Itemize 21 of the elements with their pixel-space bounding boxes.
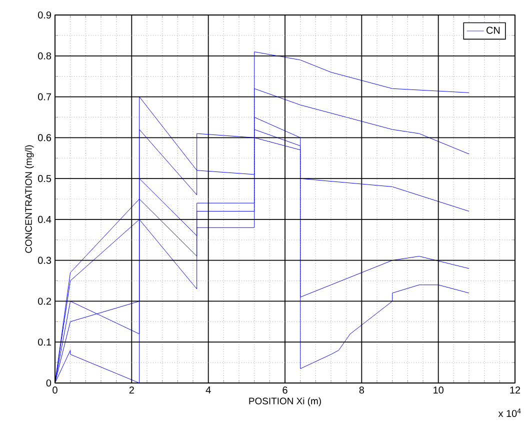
y-tick-label: 0.5 (38, 175, 52, 182)
y-tick-label: 0.2 (38, 298, 51, 305)
y-tick-label: 0.3 (38, 256, 52, 264)
y-tick-label: 0 (46, 379, 52, 387)
x-axis-title: POSITION Xi (m) (249, 397, 321, 406)
y-tick-label: 0.1 (38, 338, 51, 346)
x-tick-label: 8 (359, 386, 364, 394)
y-tick-label: 0.7 (38, 93, 51, 100)
y-axis-title: CONCENTRATION (mg/l) (24, 145, 34, 253)
text: x 10$^{4}$ (498, 408, 521, 418)
y-tick-label: 0.6 (38, 134, 52, 142)
y-tick-label: 0.4 (38, 216, 52, 223)
x-tick-label: 0 (52, 386, 58, 394)
y-tick-label: 0.9 (38, 11, 52, 19)
x-tick-label: 2 (129, 386, 134, 394)
x-tick-label: 12 (510, 386, 520, 394)
x-tick-label: 10 (434, 386, 444, 394)
x-tick-label: 4 (206, 386, 211, 394)
legend-label: CN (486, 26, 500, 34)
y-tick-label: 0.8 (38, 52, 52, 60)
x-tick-label: 6 (282, 386, 288, 394)
